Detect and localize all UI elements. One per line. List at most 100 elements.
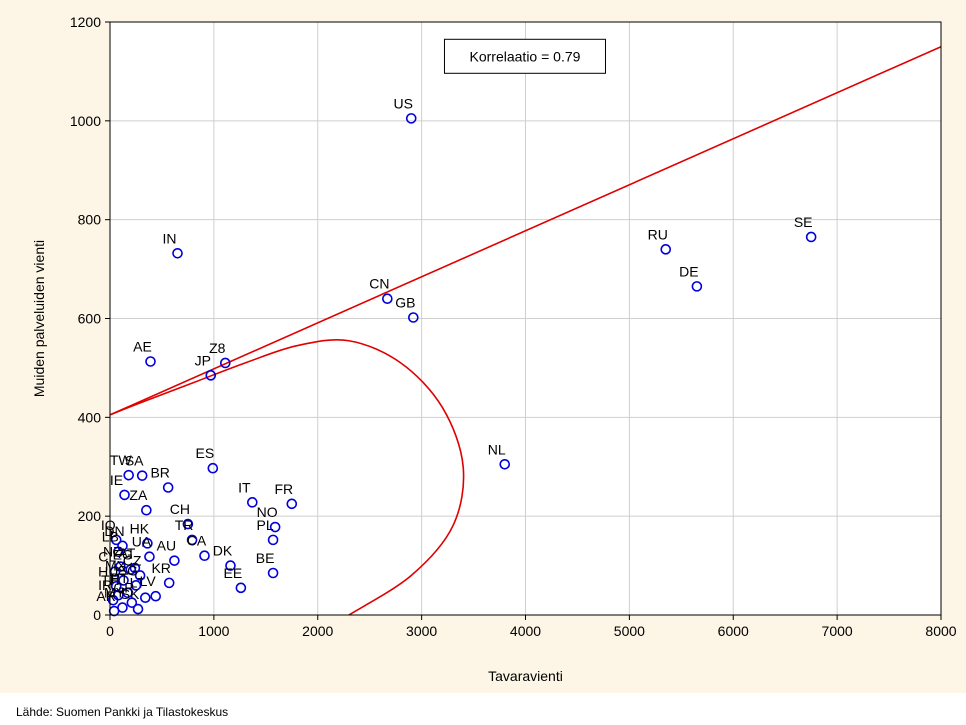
x-axis-label: Tavaravienti: [488, 668, 563, 684]
data-point: [182, 518, 194, 530]
y-axis-label: Muiden palveluiden vienti: [31, 240, 47, 397]
point-label: SG: [118, 562, 138, 578]
point-label: EG: [113, 547, 133, 563]
point-label: NO: [257, 504, 278, 520]
data-point: [125, 564, 137, 575]
point-label: SA: [125, 453, 144, 469]
point-label: IE: [110, 472, 123, 488]
data-point: [499, 458, 511, 470]
data-point: [110, 534, 122, 546]
data-point: [382, 293, 393, 305]
data-point: [691, 281, 703, 292]
x-tick-label: 7000: [822, 623, 853, 639]
data-point: [660, 244, 672, 255]
data-point: [163, 577, 175, 589]
data-point: [117, 540, 128, 552]
point-label: AT: [119, 545, 136, 561]
point-label: GR: [113, 580, 134, 596]
point-label: BR: [150, 465, 169, 481]
data-point: [220, 357, 231, 369]
x-tick-label: 3000: [406, 623, 437, 639]
point-label: KR: [151, 560, 170, 576]
point-label: CZ: [123, 552, 142, 568]
data-point: [130, 580, 142, 591]
y-tick-label: 800: [78, 212, 102, 228]
point-label: AE: [133, 338, 152, 354]
data-point: [119, 489, 130, 501]
point-label: US: [394, 95, 413, 111]
data-point: [145, 356, 156, 367]
confidence-ellipse: [110, 338, 465, 615]
x-tick-label: 6000: [718, 623, 749, 639]
data-point: [122, 587, 133, 599]
data-point: [805, 231, 817, 243]
plot-border: [109, 21, 942, 616]
point-label: IT: [238, 479, 251, 495]
data-point: [162, 482, 174, 493]
data-point: [109, 566, 121, 577]
y-tick-label: 200: [78, 508, 102, 524]
data-point: [126, 597, 138, 608]
data-point: [235, 582, 247, 594]
point-label: EE: [224, 565, 243, 581]
data-point: [408, 312, 419, 323]
y-tick-label: 1200: [70, 14, 101, 30]
data-point: [267, 567, 279, 579]
point-label: ZA: [129, 487, 148, 503]
point-label: CN: [369, 276, 389, 292]
point-label: CH: [170, 501, 190, 517]
point-label: DK: [213, 543, 233, 559]
data-point: [186, 534, 198, 546]
point-label: AU: [157, 538, 176, 554]
data-point: [132, 603, 144, 615]
data-point: [207, 462, 219, 474]
point-label: CL: [98, 549, 116, 565]
point-label: GB: [395, 295, 415, 311]
point-label: CA: [187, 533, 207, 549]
point-label: AR: [96, 588, 115, 604]
y-tick-label: 1000: [70, 113, 101, 129]
data-point: [172, 247, 183, 259]
data-point: [144, 551, 155, 562]
x-tick-label: 4000: [510, 623, 541, 639]
point-label: MY: [104, 585, 126, 601]
data-point: [123, 469, 134, 481]
data-point: [142, 538, 153, 549]
point-label: DN: [104, 523, 124, 539]
point-label: IR: [98, 577, 112, 593]
source-note: Lähde: Suomen Pankki ja Tilastokeskus: [16, 705, 229, 719]
data-point: [134, 570, 146, 581]
x-tick-label: 2000: [302, 623, 333, 639]
point-label: PL: [257, 517, 274, 533]
data-point: [118, 575, 129, 586]
data-point: [107, 594, 119, 606]
x-tick-label: 1000: [198, 623, 229, 639]
point-label: IN: [163, 230, 177, 246]
data-point: [267, 534, 279, 546]
point-label: JP: [195, 352, 211, 368]
y-tick-label: 0: [93, 607, 101, 623]
data-point: [140, 592, 151, 604]
y-tick-label: 400: [78, 409, 102, 425]
point-label: BE: [256, 550, 275, 566]
data-point: [205, 370, 217, 381]
data-point: [269, 521, 281, 533]
data-point: [169, 555, 180, 566]
point-label: PT: [111, 570, 129, 586]
data-point: [225, 560, 236, 571]
point-label: TR: [175, 517, 194, 533]
regression-line: [110, 45, 941, 416]
data-point: [405, 113, 417, 124]
y-tick-label: 600: [78, 311, 102, 327]
x-tick-label: 0: [106, 623, 114, 639]
point-label: NZ: [103, 544, 122, 560]
x-tick-label: 8000: [925, 623, 956, 639]
point-label: DE: [679, 263, 698, 279]
correlation-annotation: Korrelaatio = 0.79: [470, 48, 581, 64]
data-point: [136, 470, 148, 481]
point-label: RU: [648, 226, 668, 242]
chart-figure: 0 1000 2000 3000 4000 5000 6000 7000 8000 0 200 400…: [0, 0, 966, 693]
point-label: NL: [488, 441, 506, 457]
data-point: [150, 590, 162, 602]
point-label: SK: [121, 586, 140, 602]
